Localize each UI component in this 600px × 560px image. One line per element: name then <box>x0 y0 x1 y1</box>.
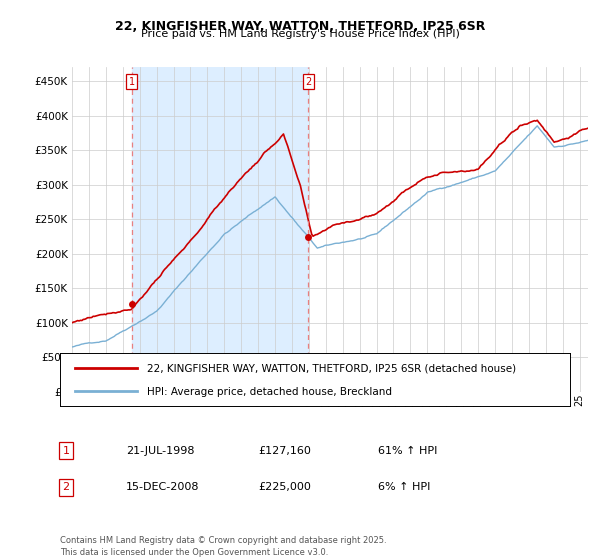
Text: 61% ↑ HPI: 61% ↑ HPI <box>378 446 437 456</box>
Text: 1: 1 <box>129 77 135 87</box>
Text: Price paid vs. HM Land Registry's House Price Index (HPI): Price paid vs. HM Land Registry's House … <box>140 29 460 39</box>
Text: 21-JUL-1998: 21-JUL-1998 <box>126 446 194 456</box>
Text: 6% ↑ HPI: 6% ↑ HPI <box>378 482 430 492</box>
Text: 2: 2 <box>305 77 311 87</box>
Bar <box>132 67 308 392</box>
Text: £225,000: £225,000 <box>258 482 311 492</box>
Text: 22, KINGFISHER WAY, WATTON, THETFORD, IP25 6SR (detached house): 22, KINGFISHER WAY, WATTON, THETFORD, IP… <box>146 364 516 374</box>
Text: £127,160: £127,160 <box>258 446 311 456</box>
Text: 15-DEC-2008: 15-DEC-2008 <box>126 482 199 492</box>
Text: 1: 1 <box>62 446 70 456</box>
Text: 2: 2 <box>62 482 70 492</box>
Text: Contains HM Land Registry data © Crown copyright and database right 2025.
This d: Contains HM Land Registry data © Crown c… <box>60 536 386 557</box>
Text: HPI: Average price, detached house, Breckland: HPI: Average price, detached house, Brec… <box>146 387 392 397</box>
Text: 22, KINGFISHER WAY, WATTON, THETFORD, IP25 6SR: 22, KINGFISHER WAY, WATTON, THETFORD, IP… <box>115 20 485 32</box>
